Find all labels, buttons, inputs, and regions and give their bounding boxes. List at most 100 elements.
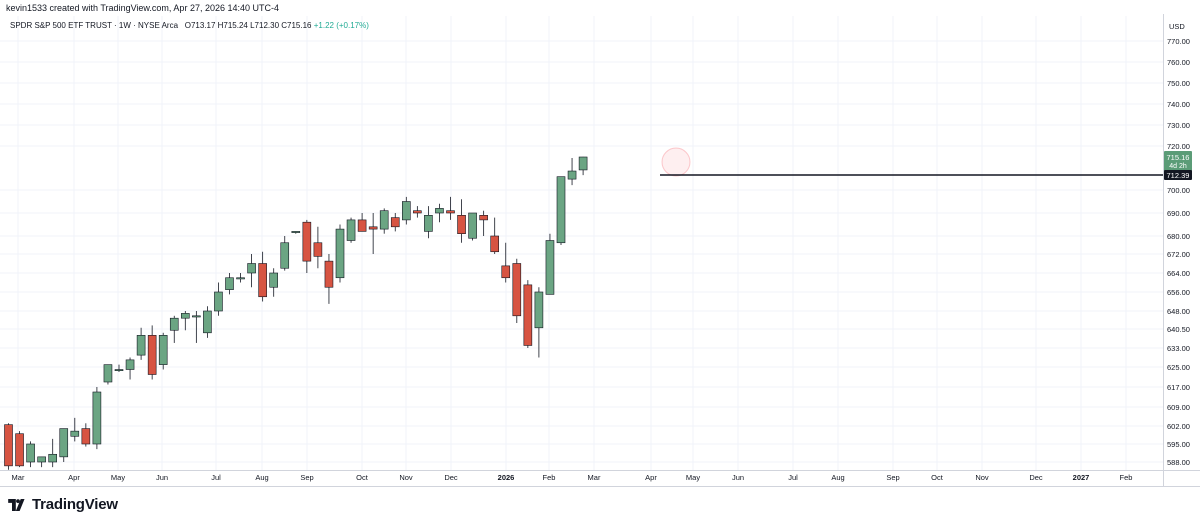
time-tick-label: Sep bbox=[300, 473, 313, 482]
time-tick-label: Apr bbox=[645, 473, 657, 482]
price-tick-label: 672.00 bbox=[1167, 250, 1190, 259]
candle bbox=[346, 217, 356, 243]
price-axis[interactable]: 770.00 760.00 750.00 740.00 730.00 720.00 700.… bbox=[1163, 14, 1193, 486]
candle-body bbox=[37, 456, 46, 463]
candle bbox=[236, 273, 245, 283]
time-tick-label: Oct bbox=[356, 473, 369, 482]
candle-body bbox=[468, 212, 477, 239]
candle-body bbox=[435, 208, 444, 214]
candle-body bbox=[70, 430, 80, 437]
candle-body bbox=[413, 210, 422, 214]
candle-body bbox=[269, 272, 279, 288]
time-tick-label: May bbox=[686, 473, 700, 482]
symbol-legend[interactable]: SPDR S&P 500 ETF TRUST · 1W · NYSE Arca … bbox=[10, 21, 369, 30]
candle-body bbox=[424, 215, 433, 232]
candle bbox=[70, 417, 80, 442]
candle bbox=[324, 254, 334, 304]
last-price-tag-bg bbox=[1164, 151, 1192, 171]
time-tick-label: 2027 bbox=[1073, 473, 1090, 482]
candle bbox=[181, 311, 190, 331]
price-tick-label: 730.00 bbox=[1167, 121, 1190, 130]
candle bbox=[446, 196, 455, 220]
candle bbox=[368, 213, 378, 254]
candle bbox=[37, 456, 46, 468]
candle bbox=[280, 236, 290, 271]
price-tick-label: 750.00 bbox=[1167, 79, 1190, 88]
price-tick-label: 720.00 bbox=[1167, 142, 1190, 151]
attribution-bar: kevin1533 created with TradingView.com, … bbox=[0, 0, 1200, 16]
candle-body bbox=[390, 217, 400, 228]
candle bbox=[81, 423, 91, 447]
price-tick-label: 609.00 bbox=[1167, 403, 1190, 412]
candle-body bbox=[335, 228, 345, 279]
candle bbox=[291, 231, 301, 234]
candle bbox=[578, 156, 588, 176]
candle-body bbox=[4, 424, 13, 467]
candle bbox=[424, 206, 433, 239]
candle-body bbox=[567, 170, 577, 180]
candle-body bbox=[214, 291, 223, 312]
time-axis[interactable]: Mar Apr May Jun Jul Aug Sep Oct Nov Dec 2026 Feb Mar… bbox=[0, 470, 1200, 487]
candle bbox=[468, 212, 477, 241]
price-tick-label: 680.00 bbox=[1167, 232, 1190, 241]
price-tick-label: 588.00 bbox=[1167, 458, 1190, 467]
candle-body bbox=[147, 335, 157, 375]
time-tick-label: Oct bbox=[931, 473, 944, 482]
candle bbox=[435, 203, 444, 223]
price-tick-label: 595.00 bbox=[1167, 440, 1190, 449]
candle bbox=[269, 268, 279, 297]
candle-body bbox=[523, 284, 533, 346]
time-tick-label: Feb bbox=[543, 473, 556, 482]
candle-body bbox=[247, 263, 256, 274]
candle bbox=[490, 217, 500, 254]
candle-body bbox=[357, 219, 367, 232]
candle-body bbox=[368, 226, 378, 230]
candle-body bbox=[26, 443, 35, 463]
time-tick-label: 2026 bbox=[498, 473, 515, 482]
price-tick-label: 602.00 bbox=[1167, 422, 1190, 431]
candle-body bbox=[324, 260, 334, 288]
candle bbox=[59, 428, 69, 462]
symbol-name: SPDR S&P 500 ETF TRUST · 1W · NYSE Arca bbox=[10, 21, 179, 30]
candle bbox=[48, 438, 58, 468]
candle-body bbox=[490, 235, 500, 253]
time-tick-label: Sep bbox=[886, 473, 899, 482]
line-price-label: 712.39 bbox=[1167, 171, 1190, 180]
candle bbox=[203, 306, 212, 338]
candle-body bbox=[578, 156, 588, 171]
price-tick-label: 700.00 bbox=[1167, 186, 1190, 195]
candle bbox=[4, 423, 13, 470]
candle bbox=[247, 254, 256, 288]
candle bbox=[125, 357, 135, 380]
candle bbox=[192, 311, 201, 343]
logo-text: TradingView bbox=[32, 496, 118, 513]
candle-body bbox=[81, 428, 91, 445]
candle-body bbox=[136, 335, 146, 356]
candle bbox=[401, 196, 411, 225]
candle-body bbox=[346, 219, 356, 241]
price-tick-label: 770.00 bbox=[1167, 37, 1190, 46]
highlight-circle bbox=[661, 147, 691, 177]
candles bbox=[4, 156, 588, 470]
candle bbox=[512, 258, 522, 323]
last-price-label: 715.16 bbox=[1167, 153, 1190, 162]
candle bbox=[523, 280, 533, 348]
candle bbox=[534, 287, 544, 358]
time-tick-label: Jul bbox=[788, 473, 798, 482]
candle bbox=[545, 233, 555, 295]
time-tick-label: Aug bbox=[255, 473, 268, 482]
tradingview-logo[interactable]: TradingView bbox=[8, 496, 118, 513]
candle-body bbox=[291, 231, 301, 233]
attribution-text: kevin1533 created with TradingView.com, … bbox=[6, 3, 279, 13]
candle-body bbox=[181, 313, 190, 319]
candle bbox=[390, 213, 400, 232]
candle bbox=[147, 325, 157, 380]
candle bbox=[302, 219, 312, 273]
candle-body bbox=[236, 277, 245, 280]
time-tick-label: Mar bbox=[588, 473, 601, 482]
price-change: +1.22 (+0.17%) bbox=[313, 21, 369, 30]
price-tick-label: 740.00 bbox=[1167, 100, 1190, 109]
candle-body bbox=[48, 453, 58, 463]
